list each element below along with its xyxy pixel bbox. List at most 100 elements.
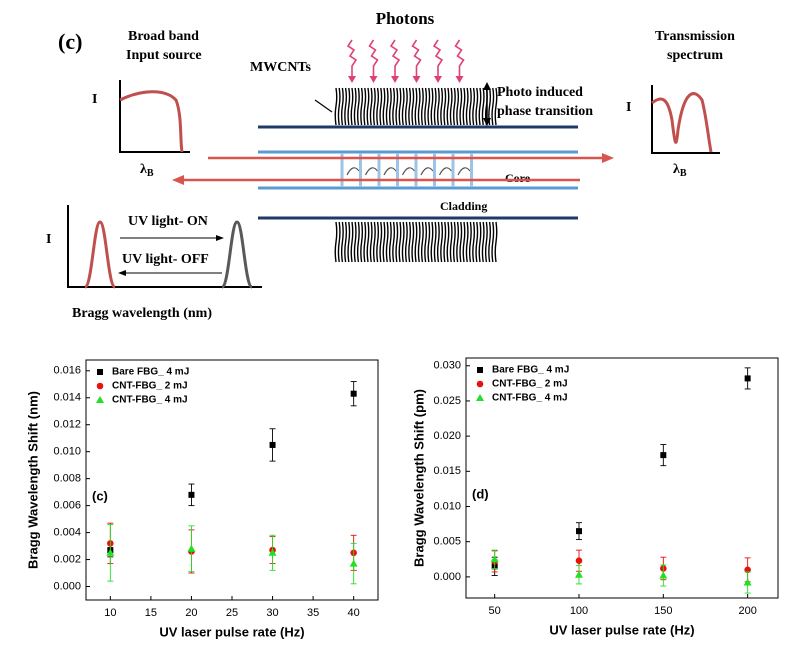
nanotube <box>376 87 380 126</box>
x-tick-label: 20 <box>185 607 197 619</box>
y-tick-label: 0.025 <box>433 395 461 407</box>
inset-axes <box>67 205 262 288</box>
nanotube <box>475 87 479 126</box>
x-tick-label: 30 <box>266 607 278 619</box>
photon <box>454 39 465 76</box>
chart: 50 100 150 200 0.000 0.005 0.010 0.015 0.020 0.02… <box>411 357 779 637</box>
photon <box>368 39 379 76</box>
arrow-head <box>216 235 224 241</box>
bragg-peak <box>220 220 254 289</box>
nanotube <box>363 87 367 126</box>
nanotube <box>392 87 396 126</box>
y-tick-label: 0.012 <box>53 419 81 431</box>
nanotube <box>491 87 495 126</box>
lambda-symbol: λ <box>673 162 680 177</box>
nanotube <box>440 221 444 263</box>
nanotube <box>401 87 405 126</box>
nanotube <box>408 221 412 263</box>
legend-marker <box>96 382 104 390</box>
arrow-head <box>483 118 491 126</box>
nanotube <box>337 87 341 126</box>
mwcnt-label: MWCNTs <box>250 60 311 75</box>
y-tick-label: 0.014 <box>53 392 81 404</box>
nanotube <box>401 221 405 263</box>
nanotube <box>356 221 360 263</box>
legend-marker <box>477 367 483 373</box>
nanotube <box>363 221 367 263</box>
nanotube <box>494 221 498 263</box>
arrow-head <box>172 175 184 185</box>
marker <box>268 548 277 556</box>
panel-annotation: (d) <box>472 486 489 501</box>
nanotube <box>417 221 421 263</box>
x-tick-label: 200 <box>738 605 756 617</box>
nanotube <box>449 87 453 126</box>
reflection-arrow <box>364 167 378 176</box>
nanotube <box>366 87 370 126</box>
nanotube <box>462 87 466 126</box>
photon-head <box>412 76 421 83</box>
nanotube <box>404 221 408 263</box>
nanotube <box>491 221 495 263</box>
x-tick-label: 50 <box>489 605 501 617</box>
marker <box>106 548 115 556</box>
legend-label: CNT-FBG_ 2 mJ <box>492 379 568 390</box>
nanotube <box>353 221 357 263</box>
nanotube <box>468 87 472 126</box>
cladding-label: Cladding <box>440 199 487 213</box>
nanotube <box>366 221 370 263</box>
marker <box>744 566 751 574</box>
nanotube <box>347 221 351 263</box>
marker <box>574 570 583 578</box>
y-axis-label: Bragg Wavelength Shift (nm) <box>25 391 40 569</box>
nanotube <box>452 87 456 126</box>
nanotube <box>398 221 402 263</box>
inset-axes <box>651 85 720 154</box>
marker <box>349 559 358 567</box>
y-tick-label: 0.030 <box>433 360 461 372</box>
nanotube <box>443 87 447 126</box>
nanotube <box>372 87 376 126</box>
nanotube <box>404 87 408 126</box>
input-label: Broad band <box>128 29 199 44</box>
photon-head <box>348 76 356 83</box>
nanotube <box>388 87 392 126</box>
nanotube <box>456 87 460 126</box>
y-tick-label: 0.010 <box>433 500 461 512</box>
core-label: Core <box>505 171 531 185</box>
intensity-label: I <box>626 100 631 115</box>
y-tick-label: 0.004 <box>53 526 81 538</box>
y-tick-label: 0.010 <box>53 446 81 458</box>
plot-frame <box>465 357 779 599</box>
phase-label: phase transition <box>497 104 593 119</box>
reflection-arrow <box>383 167 397 176</box>
panel-annotation: (c) <box>92 488 108 503</box>
y-tick-label: 0.016 <box>53 365 81 377</box>
inset-axes <box>119 80 190 153</box>
nanotube <box>446 221 450 263</box>
nanotube <box>340 221 344 263</box>
nanotube <box>420 221 424 263</box>
x-axis-label: UV laser pulse rate (Hz) <box>159 624 304 639</box>
nanotube <box>382 87 386 126</box>
nanotube <box>356 87 360 126</box>
y-tick-label: 0.000 <box>53 580 81 592</box>
bragg-peak <box>83 220 117 289</box>
nanotube <box>382 221 386 263</box>
nanotube <box>376 221 380 263</box>
y-tick-label: 0.005 <box>433 536 461 548</box>
photon <box>432 39 444 76</box>
nanotube <box>344 221 348 263</box>
nanotube <box>472 221 476 263</box>
phase-label: Photo induced <box>497 85 583 100</box>
schematic: (c) Photons Broad band Input source MWCN… <box>46 9 735 321</box>
nanotube <box>417 87 421 126</box>
nanotube <box>446 87 450 126</box>
y-tick-label: 0.000 <box>433 571 461 583</box>
legend-label: CNT-FBG_ 4 mJ <box>112 395 188 406</box>
nanotube <box>344 87 348 126</box>
lambda-label: λB <box>140 162 154 179</box>
nanotube <box>379 87 383 126</box>
pointer <box>314 99 333 113</box>
